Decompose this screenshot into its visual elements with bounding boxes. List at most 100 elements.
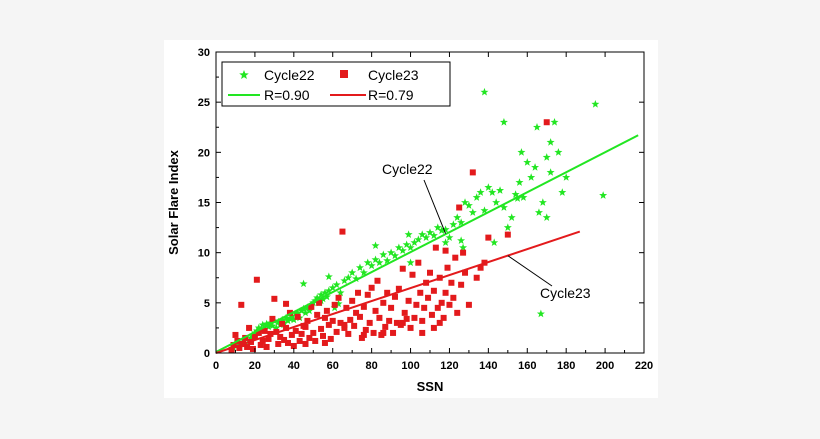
cycle22-point-100 [534,208,543,216]
legend-fit-cycle22: R=0.90 [264,87,310,103]
cycle22-point-121 [441,225,450,233]
cycle22-point-14 [262,319,271,328]
cycle22-point-62 [387,248,396,257]
cycle23-point-5 [238,301,245,308]
cycle23-point-124 [477,264,484,271]
cycle22-point-128 [457,236,466,245]
x-tick-label-100: 100 [401,360,419,372]
cycle23-point-89 [401,309,408,316]
cycle22-point-28 [289,315,298,324]
cycle22-point-67 [406,243,415,252]
cycle23-point-88 [399,265,406,272]
cycle22-point-51 [344,273,353,282]
legend: Cycle22 Cycle23 R=0.90 R=0.79 [221,61,451,107]
cycle22-point-96 [519,193,528,201]
cycle23-point-19 [265,335,272,342]
cycle23-fit-line [215,230,581,354]
chart-card: 0 20 40 60 80 100 120 140 160 180 200 220 0 5 10 15 20 25… [164,40,658,398]
cycle23-point-79 [382,323,389,330]
cycle22-point-20 [274,317,283,326]
cycle22-point-77 [445,233,454,242]
legend-symbols [228,70,366,96]
cycle22-point-82 [464,201,473,209]
cycle22-point-49 [336,288,345,297]
cycle22-point-86 [480,206,489,214]
cycle22-point-115 [299,279,308,288]
cycle22-point-66 [402,240,411,249]
legend-square-symbol [340,70,348,78]
cycle23-point-60 [345,330,352,337]
cycle22-point-108 [480,87,489,96]
cycle23-point-57 [339,228,346,235]
cycle23-point-69 [362,326,369,333]
cycle23-point-35 [296,337,303,344]
cycle22-point-80 [457,218,466,226]
cycle23-point-119 [460,249,467,256]
x-tick-label-80: 80 [366,360,378,372]
cycle22-point-30 [293,308,302,317]
cycle23-point-101 [425,294,432,301]
cycle23-point-42 [310,329,317,336]
cycle22-fit-line [215,134,639,353]
cycle23-point-30 [286,309,293,316]
fit-lines [215,134,639,354]
cycle23-point-92 [407,324,414,331]
cycle23-point-38 [302,340,309,347]
cycle22-point-29 [291,309,300,318]
cycle23-point-138 [302,323,309,330]
cycle23-point-136 [341,321,348,328]
cycle23-point-48 [321,314,328,321]
cycle22-point-78 [449,220,458,228]
cycle23-point-33 [292,327,299,334]
cycle23-point-126 [485,234,492,241]
cycle23-point-51 [327,335,334,342]
cycle22-point-12 [258,320,267,329]
cycle23-point-21 [269,315,276,322]
cycle22-point-105 [554,148,563,156]
cycle23-point-15 [257,341,264,348]
cycle22-point-58 [371,255,380,264]
cycle23-point-114 [450,294,457,301]
cycle23-point-44 [314,311,321,318]
cycle23-point-97 [417,289,424,296]
cycle22-point-95 [515,178,524,186]
legend-label-cycle23: Cycle23 [368,67,419,83]
cycle22-point-16 [266,318,275,327]
cycle23-point-54 [333,328,340,335]
cycle23-point-103 [428,311,435,318]
cycle23-point-13 [253,276,260,283]
annotation-cycle23: Cycle23 [540,285,591,301]
cycle23-point-65 [355,289,362,296]
cycle22-point-85 [476,188,485,196]
cycle22-point-42 [317,290,326,299]
cycle22-point-83 [468,208,477,216]
cycle22-point-117 [324,272,333,281]
cycle22-point-15 [264,322,273,331]
y-axis-label: Solar Flare Index [166,149,181,255]
scatter-chart: 0 20 40 60 80 100 120 140 160 180 200 220 0 5 10 15 20 25… [166,47,653,394]
cycle22-point-103 [546,168,555,176]
cycle22-point-126 [542,213,551,221]
cycle22-point-61 [383,256,392,265]
cycle23-point-137 [321,339,328,346]
cycle22-point-34 [301,308,310,317]
cycle23-point-91 [405,297,412,304]
y-tick-label-0: 0 [204,348,210,360]
cycle23-point-11 [249,345,256,352]
cycle23-point-133 [399,319,406,326]
cycle23-point-67 [358,334,365,341]
cycle23-point-22 [271,295,278,302]
cycle22-point-94 [511,190,520,198]
ticks: 0 20 40 60 80 100 120 140 160 180 200 220 0 5 10 15 20 25… [198,47,653,372]
series-cycle23 [228,119,550,353]
cycle22-point-17 [268,321,277,330]
cycle23-point-130 [436,319,443,326]
cycle23-point-98 [419,317,426,324]
cycle23-point-104 [430,287,437,294]
cycle22-point-19 [272,323,281,332]
cycle23-point-110 [442,289,449,296]
y-tick-label-25: 25 [198,97,210,109]
cycle22-point-119 [371,241,380,250]
cycle23-point-8 [244,343,251,350]
